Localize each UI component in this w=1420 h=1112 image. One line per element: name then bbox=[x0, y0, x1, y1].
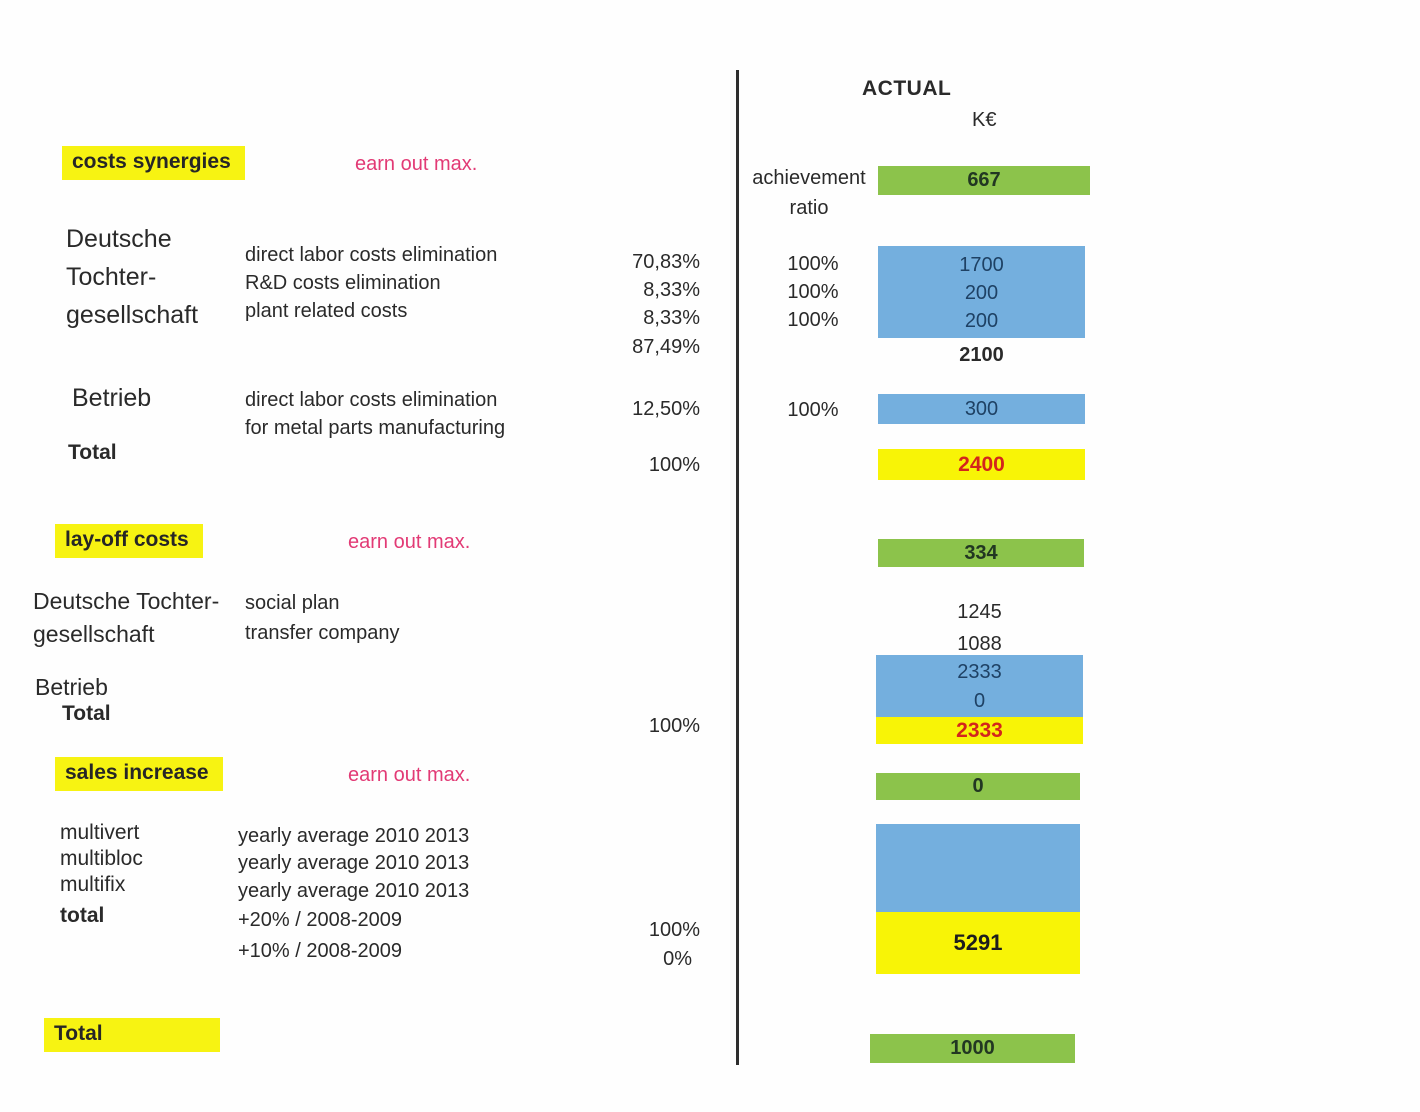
row-value-direct-labor: 1700 bbox=[959, 254, 1004, 276]
row-desc-direct-labor: direct labor costs elimination bbox=[245, 244, 498, 266]
row-ratio-direct-labor: 100% bbox=[787, 253, 839, 275]
costs-synergies-total-pct: 100% bbox=[648, 454, 700, 476]
layoff-value-1245: 1245 bbox=[957, 601, 1002, 623]
sales-pct-100: 100% bbox=[648, 919, 700, 941]
row-desc-rd-costs: R&D costs elimination bbox=[245, 272, 441, 294]
sales-total-cell: 5291 bbox=[876, 912, 1080, 974]
betrieb-pct: 12,50% bbox=[632, 398, 700, 420]
row-pct-rd-costs: 8,33% bbox=[643, 279, 700, 301]
row-ratio-rd-costs: 100% bbox=[787, 281, 839, 303]
currency-header: K€ bbox=[972, 109, 997, 131]
achievement-ratio-line1: achievement bbox=[752, 167, 866, 189]
product-multibloc: multibloc bbox=[60, 847, 143, 870]
company-betrieb-1: Betrieb bbox=[72, 384, 152, 412]
earn-out-max-label-3: earn out max. bbox=[348, 764, 471, 786]
company-deutsche-tochtergesellschaft: Deutsche Tochter- gesellschaft bbox=[66, 220, 198, 334]
costs-synergies-value-block bbox=[878, 246, 1085, 338]
layoff-total-label: Total bbox=[62, 702, 111, 725]
section-title-layoff-costs: lay-off costs bbox=[55, 524, 203, 558]
product-multifix: multifix bbox=[60, 873, 126, 896]
actual-header: ACTUAL bbox=[862, 77, 952, 100]
betrieb-value-cell: 300 bbox=[878, 394, 1085, 424]
sales-value-block-empty bbox=[876, 824, 1080, 912]
sales-earnout-value-cell: 0 bbox=[876, 773, 1080, 800]
subtotal-pct: 87,49% bbox=[632, 336, 700, 358]
sales-desc-4: +20% / 2008-2009 bbox=[238, 909, 403, 931]
earn-out-max-label-2: earn out max. bbox=[348, 531, 471, 553]
sales-desc-5: +10% / 2008-2009 bbox=[238, 940, 403, 962]
layoff-earnout-value-cell: 334 bbox=[878, 539, 1084, 567]
layoff-company-1: Deutsche Tochter- gesellschaft bbox=[33, 585, 219, 651]
sales-desc-3: yearly average 2010 2013 bbox=[238, 880, 470, 902]
achievement-ratio-line2: ratio bbox=[789, 197, 829, 219]
vertical-divider-line bbox=[736, 70, 739, 1065]
layoff-total-pct: 100% bbox=[648, 715, 700, 737]
sales-total-row-label: total bbox=[60, 904, 105, 927]
achievement-value-cell: 667 bbox=[878, 166, 1090, 195]
section-title-costs-synergies: costs synergies bbox=[62, 146, 245, 180]
company-line-2: Tochter- bbox=[66, 263, 157, 291]
layoff-value-1088: 1088 bbox=[957, 633, 1002, 655]
footer-total-label: Total bbox=[44, 1018, 220, 1052]
company-line-3: gesellschaft bbox=[66, 301, 199, 329]
layoff-desc-transfer-company: transfer company bbox=[245, 622, 400, 644]
subtotal-value: 2100 bbox=[959, 344, 1004, 366]
section-title-sales-increase: sales increase bbox=[55, 757, 223, 791]
layoff-desc-social-plan: social plan bbox=[245, 592, 340, 614]
company-betrieb-2: Betrieb bbox=[35, 674, 108, 700]
earn-out-max-label-1: earn out max. bbox=[355, 153, 478, 175]
sales-pct-0: 0% bbox=[663, 948, 692, 970]
layoff-value-2333: 2333 bbox=[957, 661, 1002, 683]
layoff-value-0: 0 bbox=[973, 690, 986, 712]
row-desc-plant-costs: plant related costs bbox=[245, 300, 408, 322]
layoff-company-line1: Deutsche Tochter- bbox=[33, 588, 220, 614]
row-value-rd-costs: 200 bbox=[964, 282, 999, 304]
layoff-company-line2: gesellschaft bbox=[33, 621, 155, 647]
company-line-1: Deutsche bbox=[66, 225, 172, 253]
row-pct-plant-costs: 8,33% bbox=[643, 307, 700, 329]
layoff-total-cell: 2333 bbox=[876, 717, 1083, 744]
sales-desc-1: yearly average 2010 2013 bbox=[238, 825, 470, 847]
row-pct-direct-labor: 70,83% bbox=[632, 251, 700, 273]
betrieb-desc-line1: direct labor costs elimination bbox=[245, 389, 498, 411]
sales-desc-2: yearly average 2010 2013 bbox=[238, 852, 470, 874]
product-multivert: multivert bbox=[60, 821, 140, 844]
footer-total-value-cell: 1000 bbox=[870, 1034, 1075, 1063]
row-value-plant-costs: 200 bbox=[964, 310, 999, 332]
costs-synergies-total-cell: 2400 bbox=[878, 449, 1085, 480]
costs-synergies-total-label: Total bbox=[68, 441, 117, 464]
betrieb-ratio: 100% bbox=[787, 399, 839, 421]
betrieb-desc-line2: for metal parts manufacturing bbox=[245, 417, 506, 439]
achievement-ratio-label: achievement ratio bbox=[740, 163, 878, 223]
layoff-value-block bbox=[876, 655, 1083, 717]
row-ratio-plant-costs: 100% bbox=[787, 309, 839, 331]
